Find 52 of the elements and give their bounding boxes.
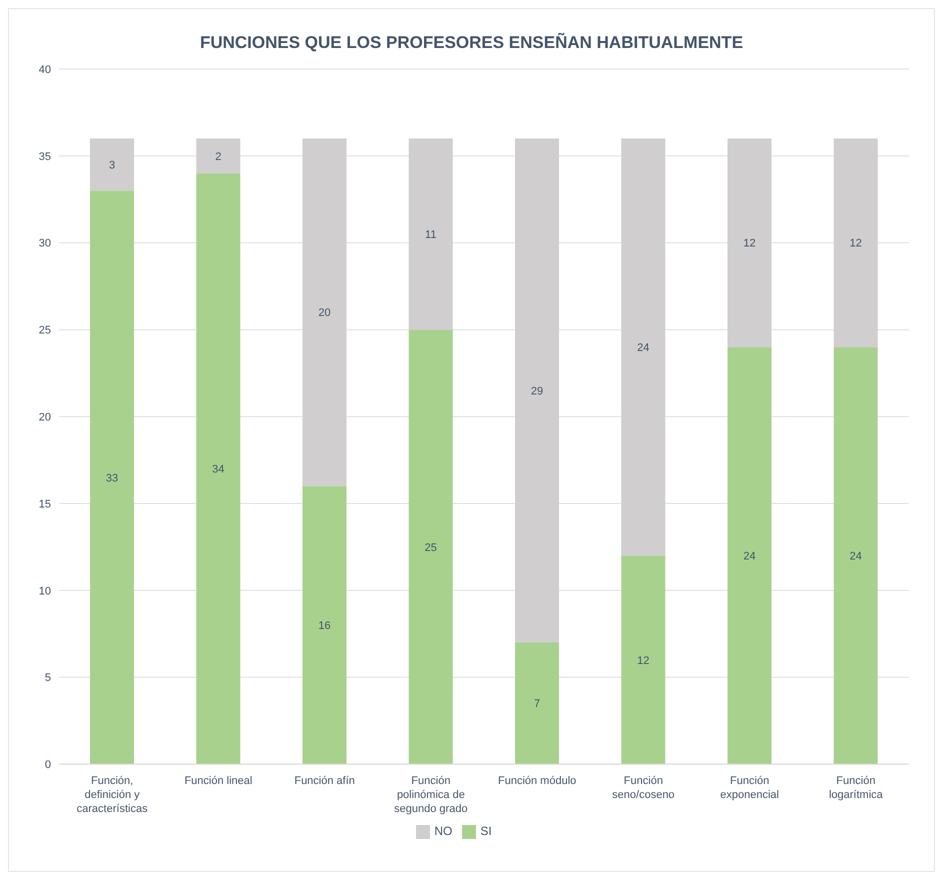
bar: [621, 556, 666, 764]
y-tick-label: 20: [38, 411, 51, 424]
bar: [515, 642, 559, 764]
bar: [302, 486, 346, 764]
data-label: 12: [743, 238, 756, 250]
legend-label: NO: [434, 824, 452, 838]
data-label: 11: [425, 229, 436, 242]
bar: [90, 190, 134, 764]
x-tick-label: Función seno/coseno: [612, 775, 675, 802]
data-label: 20: [318, 307, 331, 320]
bar: [196, 138, 240, 174]
x-tick-label: Función exponencial: [720, 775, 779, 802]
y-tick-label: 35: [38, 150, 51, 163]
y-tick-label: 30: [38, 238, 51, 250]
bar: [728, 347, 772, 764]
y-tick-label: 25: [38, 324, 51, 337]
data-label: 24: [743, 550, 756, 563]
legend-label: SI: [480, 824, 492, 838]
y-tick-label: 5: [44, 672, 51, 684]
bar: [834, 347, 878, 764]
x-tick-label: Función, definición y características: [76, 775, 148, 816]
bar: [408, 330, 453, 764]
bar: [515, 138, 559, 643]
data-label: 33: [106, 472, 118, 484]
y-tick-label: 15: [38, 498, 51, 510]
bar: [728, 138, 772, 348]
y-tick-label: 10: [38, 585, 51, 598]
bar: [408, 138, 453, 330]
bar: [834, 138, 878, 348]
y-tick-label: 40: [38, 64, 51, 76]
data-label: 24: [637, 342, 650, 354]
data-label: 12: [850, 238, 862, 250]
x-tick-label: Función lineal: [184, 775, 252, 788]
data-label: 16: [318, 620, 331, 632]
x-tick-label: Función afín: [294, 775, 355, 788]
data-label: 29: [530, 385, 544, 398]
data-label: 34: [212, 464, 224, 476]
y-tick-label: 0: [44, 759, 51, 772]
data-label: 7: [534, 698, 540, 710]
x-tick-label: Función módulo: [498, 775, 576, 788]
x-tick-label: Función logarítmica: [828, 775, 884, 802]
bar: [302, 138, 346, 486]
bar: [621, 138, 666, 556]
chart-title: FUNCIONES QUE LOS PROFESORES ENSEÑAN HABITUALMENTE: [198, 32, 744, 54]
x-tick-label: Función polinómica de segundo grado: [394, 775, 468, 816]
bar: [90, 138, 134, 191]
data-label: 12: [637, 654, 650, 667]
bar: [196, 173, 240, 764]
data-label: 2: [215, 150, 222, 163]
data-label: 24: [850, 550, 862, 563]
data-label: 3: [108, 159, 116, 172]
data-label: 25: [424, 542, 437, 554]
